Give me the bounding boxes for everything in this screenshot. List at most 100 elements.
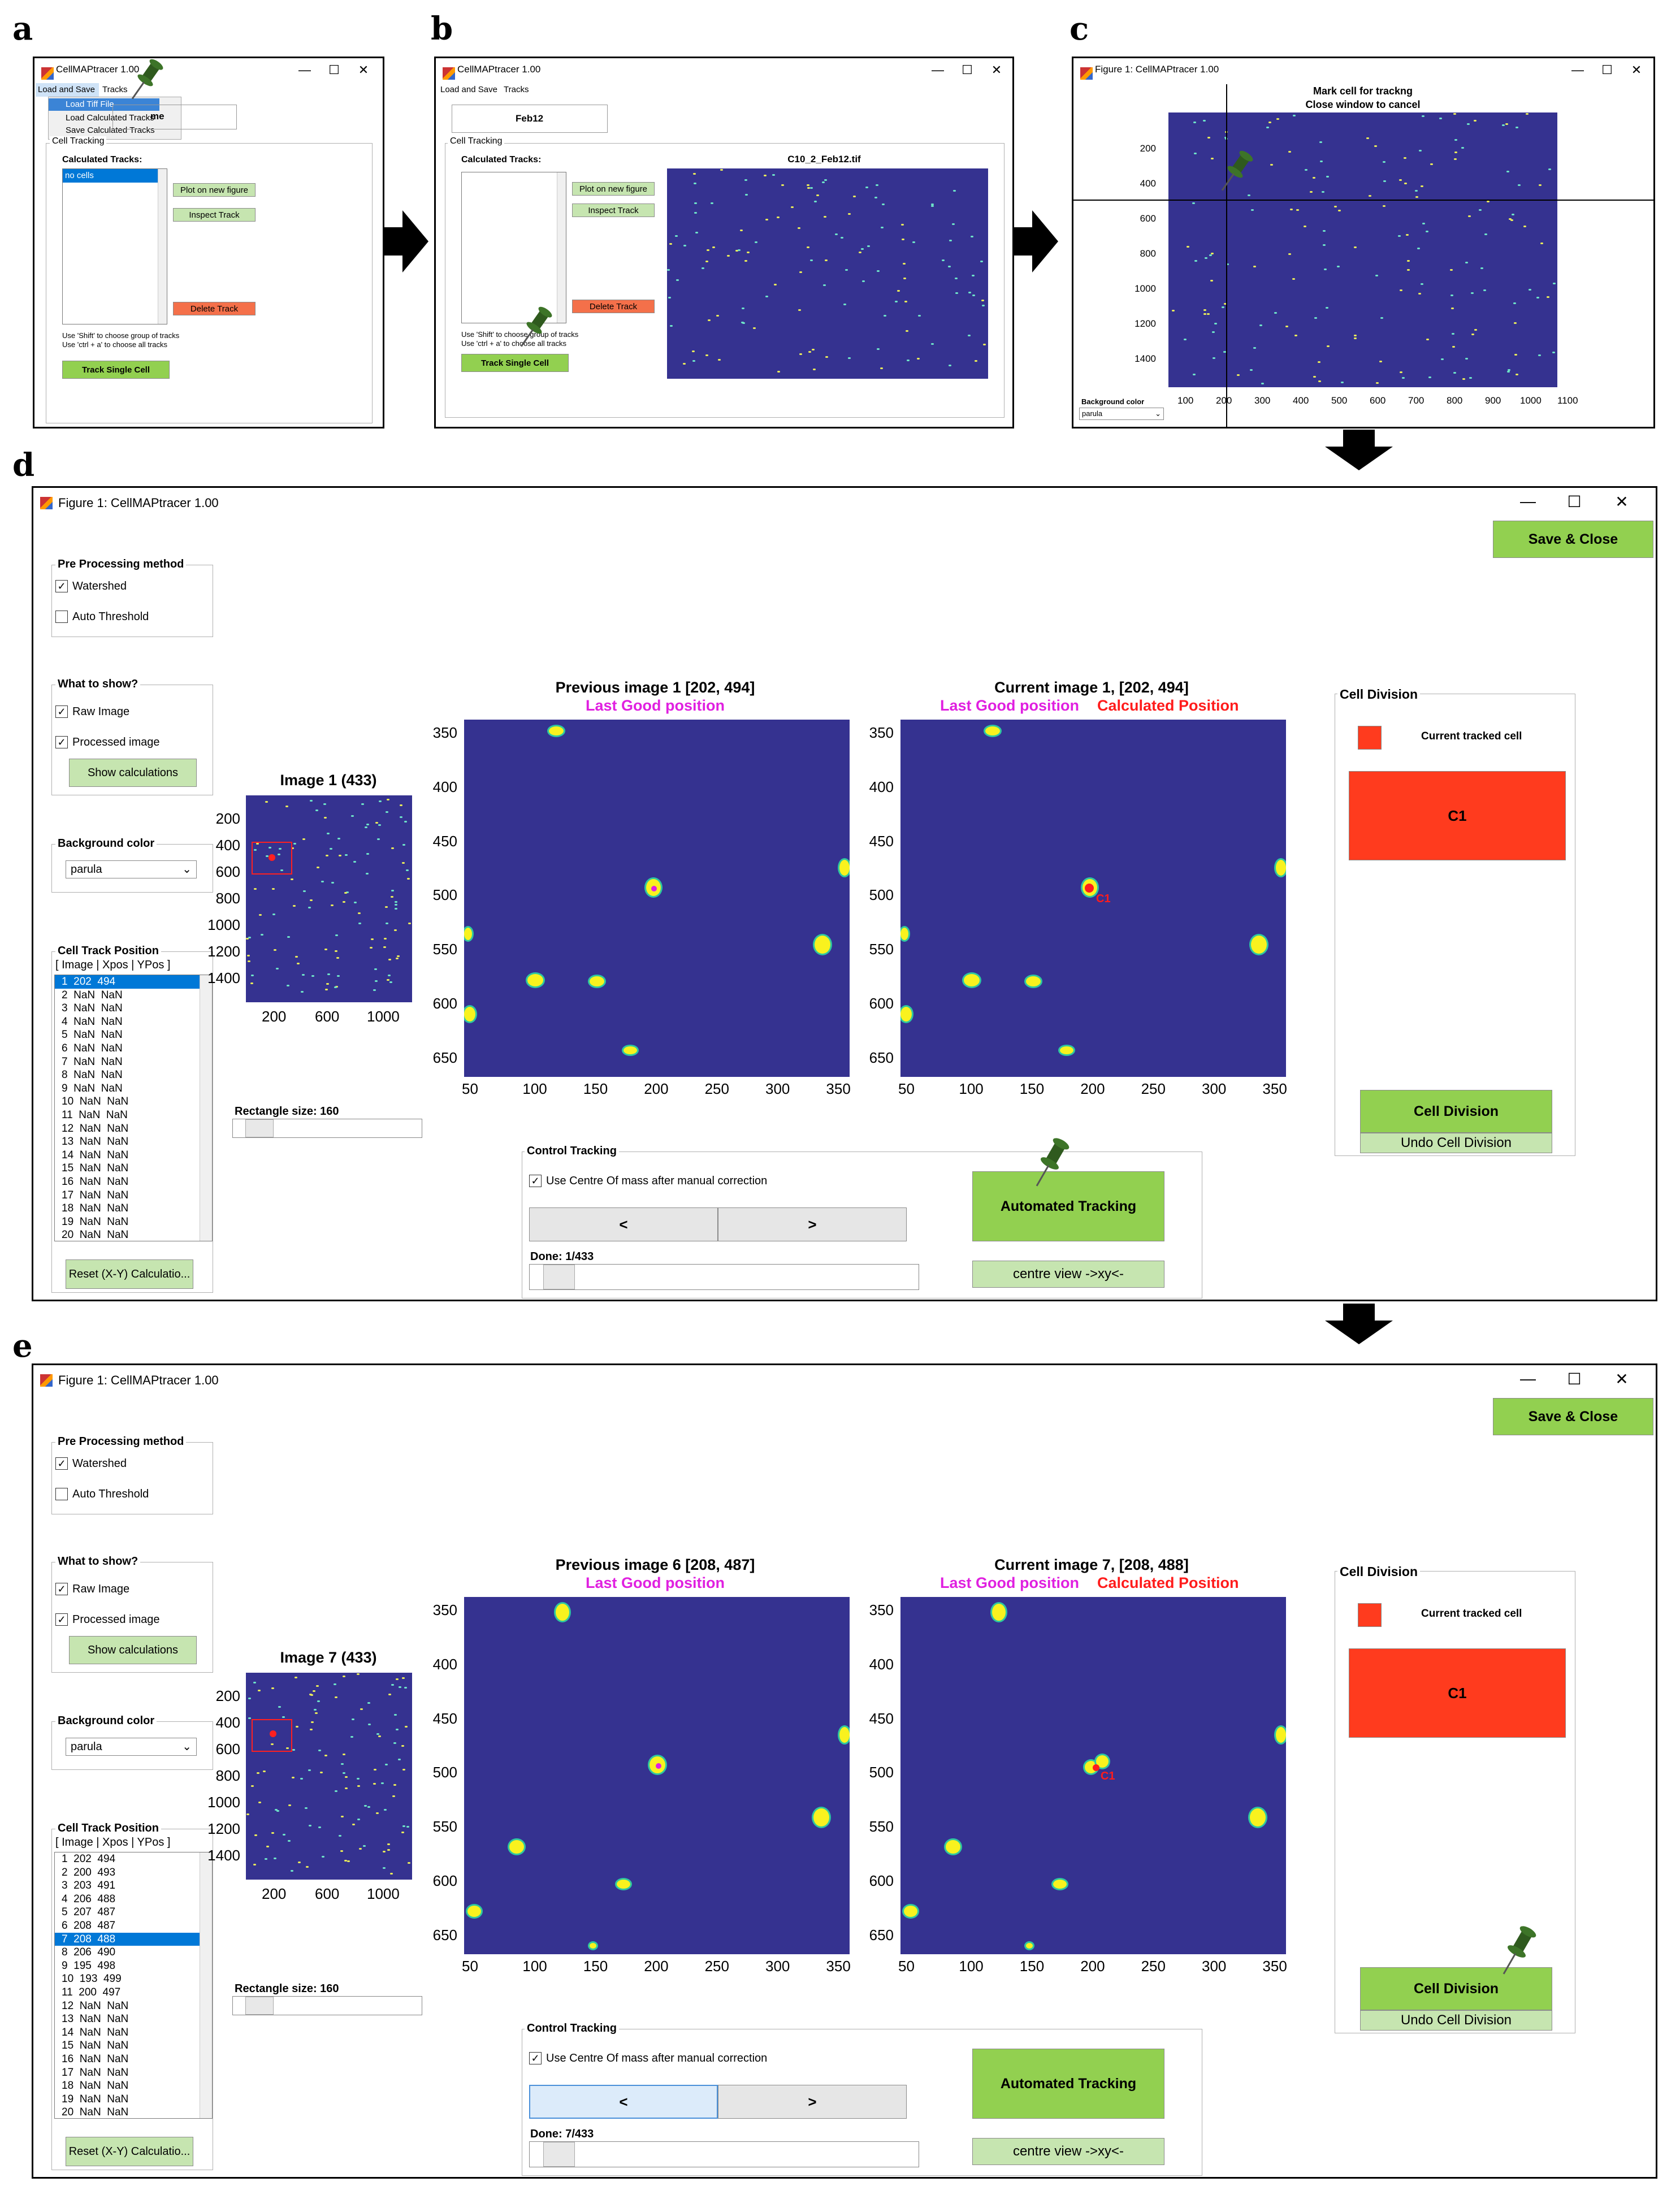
minimize-icon[interactable]: —: [1520, 492, 1536, 510]
list-item[interactable]: 3 NaN NaN: [62, 1002, 123, 1015]
cell-division-button[interactable]: Cell Division: [1360, 1090, 1552, 1133]
list-item[interactable]: 8 206 490: [62, 1946, 116, 1959]
minimize-icon[interactable]: —: [932, 63, 944, 77]
name-field[interactable]: Feb12: [452, 105, 608, 133]
list-item[interactable]: 7 208 488: [55, 1932, 212, 1946]
watershed-checkbox[interactable]: ✓: [55, 580, 68, 592]
list-item[interactable]: 8 NaN NaN: [62, 1069, 123, 1081]
list-item[interactable]: 2 200 493: [62, 1866, 116, 1878]
inspect-track-button[interactable]: Inspect Track: [173, 208, 256, 222]
previous-frame-button[interactable]: <: [529, 1207, 718, 1241]
show-calculations-button[interactable]: Show calculations: [69, 1636, 197, 1664]
raw-image-checkbox[interactable]: ✓: [55, 1583, 68, 1595]
list-item[interactable]: 7 NaN NaN: [62, 1055, 123, 1068]
list-item[interactable]: 5 NaN NaN: [62, 1029, 123, 1041]
track-single-cell-button[interactable]: Track Single Cell: [62, 361, 170, 379]
show-calculations-button[interactable]: Show calculations: [69, 759, 197, 787]
tracks-list[interactable]: [461, 172, 566, 323]
overview-image[interactable]: [246, 795, 412, 1002]
minimize-icon[interactable]: —: [298, 63, 311, 77]
inspect-track-button[interactable]: Inspect Track: [572, 204, 655, 217]
list-item[interactable]: 9 NaN NaN: [62, 1082, 123, 1094]
list-item[interactable]: 18 NaN NaN: [62, 2080, 129, 2092]
list-item[interactable]: 3 203 491: [62, 1880, 116, 1892]
maximize-icon[interactable]: ☐: [1601, 63, 1613, 77]
list-item[interactable]: 5 207 487: [62, 1906, 116, 1919]
maximize-icon[interactable]: ☐: [962, 63, 973, 77]
rectangle-size-slider[interactable]: [232, 1119, 422, 1138]
list-item[interactable]: 16 NaN NaN: [62, 1175, 129, 1188]
frame-slider[interactable]: [529, 2141, 919, 2167]
close-icon[interactable]: ✕: [991, 63, 1002, 77]
background-color-select[interactable]: parula ⌄: [1079, 408, 1164, 420]
maximize-icon[interactable]: ☐: [328, 63, 340, 77]
previous-image-plot[interactable]: [464, 720, 850, 1077]
menu-tracks[interactable]: Tracks: [102, 85, 128, 94]
list-item[interactable]: 12 NaN NaN: [62, 1999, 129, 2012]
automated-tracking-button[interactable]: Automated Tracking: [972, 2049, 1164, 2119]
automated-tracking-button[interactable]: Automated Tracking: [972, 1171, 1164, 1241]
rectangle-size-slider[interactable]: [232, 1996, 422, 2015]
current-image-plot[interactable]: C1: [900, 720, 1286, 1077]
raw-image-checkbox[interactable]: ✓: [55, 705, 68, 718]
list-item[interactable]: 18 NaN NaN: [62, 1202, 129, 1215]
list-item[interactable]: 13 NaN NaN: [62, 1136, 129, 1148]
list-item[interactable]: 17 NaN NaN: [62, 1189, 129, 1201]
list-item[interactable]: 9 195 498: [62, 1959, 116, 1972]
slider-thumb[interactable]: [543, 1265, 575, 1289]
reset-xy-button[interactable]: Reset (X-Y) Calculatio...: [66, 1259, 193, 1289]
cell-c1-box[interactable]: C1: [1349, 771, 1566, 860]
list-item[interactable]: 1 202 494: [62, 1853, 116, 1865]
slider-thumb[interactable]: [543, 2142, 575, 2167]
save-close-button[interactable]: Save & Close: [1493, 521, 1653, 558]
list-item[interactable]: 14 NaN NaN: [62, 2026, 129, 2038]
close-icon[interactable]: ✕: [1615, 493, 1629, 510]
list-item[interactable]: no cells: [63, 169, 167, 183]
background-color-select[interactable]: parula ⌄: [66, 1738, 197, 1756]
list-item[interactable]: 11 200 497: [62, 1986, 121, 1998]
list-item[interactable]: 10 NaN NaN: [62, 1096, 129, 1108]
menu-item-save-tracks[interactable]: Save Calculated Tracks: [66, 125, 155, 135]
list-item[interactable]: 16 NaN NaN: [62, 2053, 129, 2065]
scrollbar[interactable]: [557, 172, 566, 323]
centre-mass-checkbox[interactable]: ✓: [529, 2052, 542, 2064]
minimize-icon[interactable]: —: [1571, 63, 1584, 77]
close-icon[interactable]: ✕: [358, 63, 369, 77]
list-item[interactable]: 17 NaN NaN: [62, 2066, 129, 2079]
minimize-icon[interactable]: —: [1520, 1370, 1536, 1387]
menu-load-and-save[interactable]: Load and Save: [440, 85, 497, 94]
delete-track-button[interactable]: Delete Track: [572, 300, 655, 313]
maximize-icon[interactable]: ☐: [1567, 1370, 1582, 1388]
list-item[interactable]: 4 NaN NaN: [62, 1015, 123, 1028]
maximize-icon[interactable]: ☐: [1567, 493, 1582, 510]
track-position-list[interactable]: 1 202 494 2 200 493 3 203 491 4 206 488 5 20…: [54, 1852, 213, 2119]
track-position-list[interactable]: 1 202 494 2 NaN NaN 3 NaN NaN 4 NaN NaN 5 Na…: [54, 975, 213, 1241]
track-single-cell-button[interactable]: Track Single Cell: [461, 354, 569, 372]
menu-item-load-tiff[interactable]: Load Tiff File: [49, 98, 159, 111]
processed-image-checkbox[interactable]: ✓: [55, 1613, 68, 1626]
plot-new-figure-button[interactable]: Plot on new figure: [572, 182, 655, 196]
list-item[interactable]: 1 202 494: [55, 975, 212, 989]
menu-load-and-save[interactable]: Load and Save: [36, 83, 99, 97]
auto-threshold-checkbox[interactable]: [55, 611, 68, 623]
list-item[interactable]: 13 NaN NaN: [62, 2013, 129, 2025]
close-icon[interactable]: ✕: [1615, 1370, 1629, 1388]
list-item[interactable]: 15 NaN NaN: [62, 2040, 129, 2052]
list-item[interactable]: 11 NaN NaN: [62, 1109, 128, 1121]
overview-image[interactable]: [246, 1673, 412, 1880]
previous-frame-button[interactable]: <: [529, 2085, 718, 2119]
list-item[interactable]: 19 NaN NaN: [62, 1215, 129, 1228]
list-item[interactable]: 6 208 487: [62, 1919, 116, 1932]
name-field[interactable]: me: [112, 105, 237, 129]
frame-slider[interactable]: [529, 1264, 919, 1290]
delete-track-button[interactable]: Delete Track: [173, 302, 256, 315]
current-image-plot[interactable]: C1: [900, 1597, 1286, 1954]
list-item[interactable]: 12 NaN NaN: [62, 1122, 129, 1135]
scrollbar[interactable]: [200, 1852, 212, 2118]
background-color-select[interactable]: parula ⌄: [66, 860, 197, 878]
list-item[interactable]: 10 193 499: [62, 1973, 122, 1985]
next-frame-button[interactable]: >: [718, 2085, 907, 2119]
close-icon[interactable]: ✕: [1631, 63, 1642, 77]
undo-cell-division-button[interactable]: Undo Cell Division: [1360, 2010, 1552, 2031]
watershed-checkbox[interactable]: ✓: [55, 1457, 68, 1470]
